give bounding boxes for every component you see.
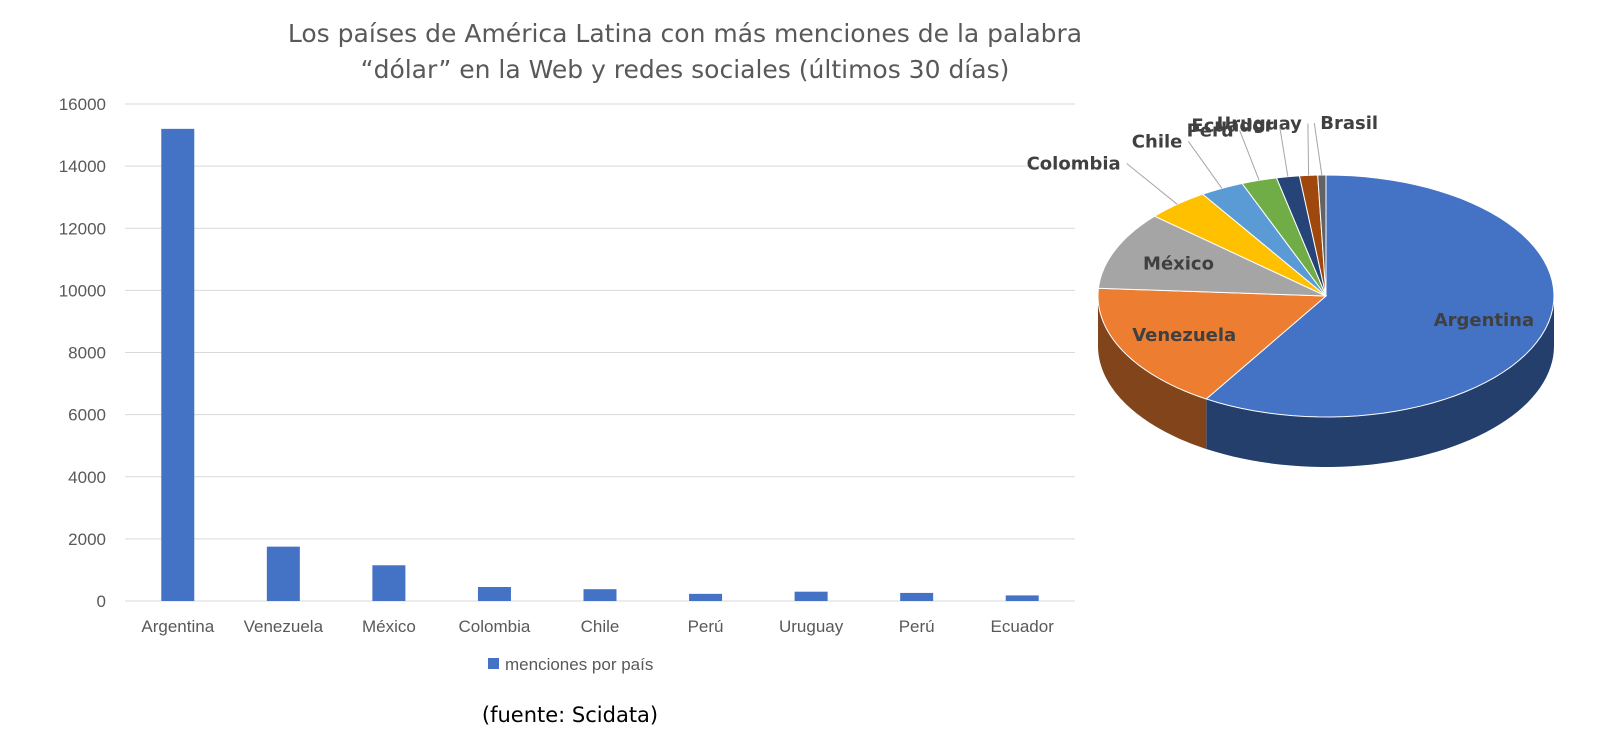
y-tick-label: 2000 bbox=[68, 530, 106, 549]
leader-line bbox=[1313, 122, 1323, 176]
legend-swatch bbox=[488, 658, 499, 669]
x-tick-label: Perú bbox=[688, 617, 724, 636]
x-tick-label: Uruguay bbox=[779, 617, 844, 636]
x-tick-label: Chile bbox=[581, 617, 620, 636]
pie-label: Brasil bbox=[1320, 113, 1378, 134]
bar bbox=[266, 546, 300, 601]
chart-title-line-2: “dólar” en la Web y redes sociales (últi… bbox=[361, 55, 1010, 84]
x-tick-label: Colombia bbox=[459, 617, 531, 636]
x-tick-label: Ecuador bbox=[991, 617, 1055, 636]
x-tick-label: Venezuela bbox=[244, 617, 324, 636]
leader-line bbox=[1187, 141, 1223, 189]
bar-x-tick-labels: Argentina Venezuela México Colombia Chile Per… bbox=[141, 617, 1054, 636]
pie-slice bbox=[1317, 174, 1327, 297]
y-tick-label: 16000 bbox=[59, 95, 106, 114]
pie-labels: Argentina Venezuela México Colombia ChilePer… bbox=[1027, 113, 1535, 346]
pie-label: Ecuador bbox=[1191, 115, 1273, 136]
bar-gridlines bbox=[125, 103, 1075, 602]
pie-label: Venezuela bbox=[1132, 325, 1236, 346]
chart-title-line-1: Los países de América Latina con más men… bbox=[288, 19, 1082, 48]
pie-chart: Argentina Venezuela México Colombia ChilePer… bbox=[1027, 113, 1555, 467]
leader-line bbox=[1126, 163, 1178, 205]
bar bbox=[477, 587, 511, 601]
bar bbox=[1005, 595, 1039, 601]
x-tick-label: Perú bbox=[899, 617, 935, 636]
bar-chart: 0 2000 4000 6000 8000 10000 12000 14000 16000 Ar… bbox=[59, 95, 1075, 674]
pie-slice bbox=[1153, 193, 1327, 297]
pie-slice bbox=[1201, 182, 1327, 297]
y-tick-label: 4000 bbox=[68, 468, 106, 487]
pie-label: Chile bbox=[1132, 131, 1183, 152]
bar bbox=[794, 591, 828, 601]
bar bbox=[900, 592, 934, 601]
bar bbox=[372, 565, 406, 601]
bar bbox=[161, 128, 195, 601]
bar bbox=[583, 589, 617, 601]
bar-y-tick-labels: 0 2000 4000 6000 8000 10000 12000 14000 16000 bbox=[59, 95, 106, 611]
bar-legend: menciones por país bbox=[488, 655, 653, 674]
x-tick-label: Argentina bbox=[141, 617, 214, 636]
pie-label: Colombia bbox=[1027, 153, 1121, 174]
source-note: (fuente: Scidata) bbox=[482, 703, 658, 727]
y-tick-label: 0 bbox=[97, 592, 106, 611]
bar-series bbox=[161, 128, 1039, 601]
pie-label: Perú bbox=[1187, 120, 1234, 141]
pie-top bbox=[1097, 174, 1555, 418]
leader-line bbox=[1239, 130, 1260, 181]
bar bbox=[689, 593, 723, 601]
pie-slice bbox=[1241, 177, 1327, 297]
x-tick-label: México bbox=[362, 617, 416, 636]
pie-slice bbox=[1097, 287, 1328, 400]
leader-line bbox=[1307, 123, 1310, 176]
y-tick-label: 12000 bbox=[59, 219, 106, 238]
pie-label: México bbox=[1143, 254, 1214, 275]
pie-side bbox=[1206, 296, 1554, 467]
pie-side-walls bbox=[1098, 296, 1554, 467]
pie-label: Uruguay bbox=[1217, 114, 1303, 135]
y-tick-label: 8000 bbox=[68, 344, 106, 363]
pie-slice bbox=[1275, 175, 1327, 297]
pie-leader-lines bbox=[1126, 122, 1323, 205]
y-tick-label: 14000 bbox=[59, 157, 106, 176]
pie-slice bbox=[1205, 174, 1555, 418]
pie-side bbox=[1098, 296, 1207, 449]
y-tick-label: 6000 bbox=[68, 406, 106, 425]
y-tick-label: 10000 bbox=[59, 281, 106, 300]
legend-label: menciones por país bbox=[505, 655, 653, 674]
leader-line bbox=[1279, 125, 1289, 177]
pie-slice bbox=[1097, 215, 1327, 297]
pie-label: Argentina bbox=[1434, 310, 1534, 331]
